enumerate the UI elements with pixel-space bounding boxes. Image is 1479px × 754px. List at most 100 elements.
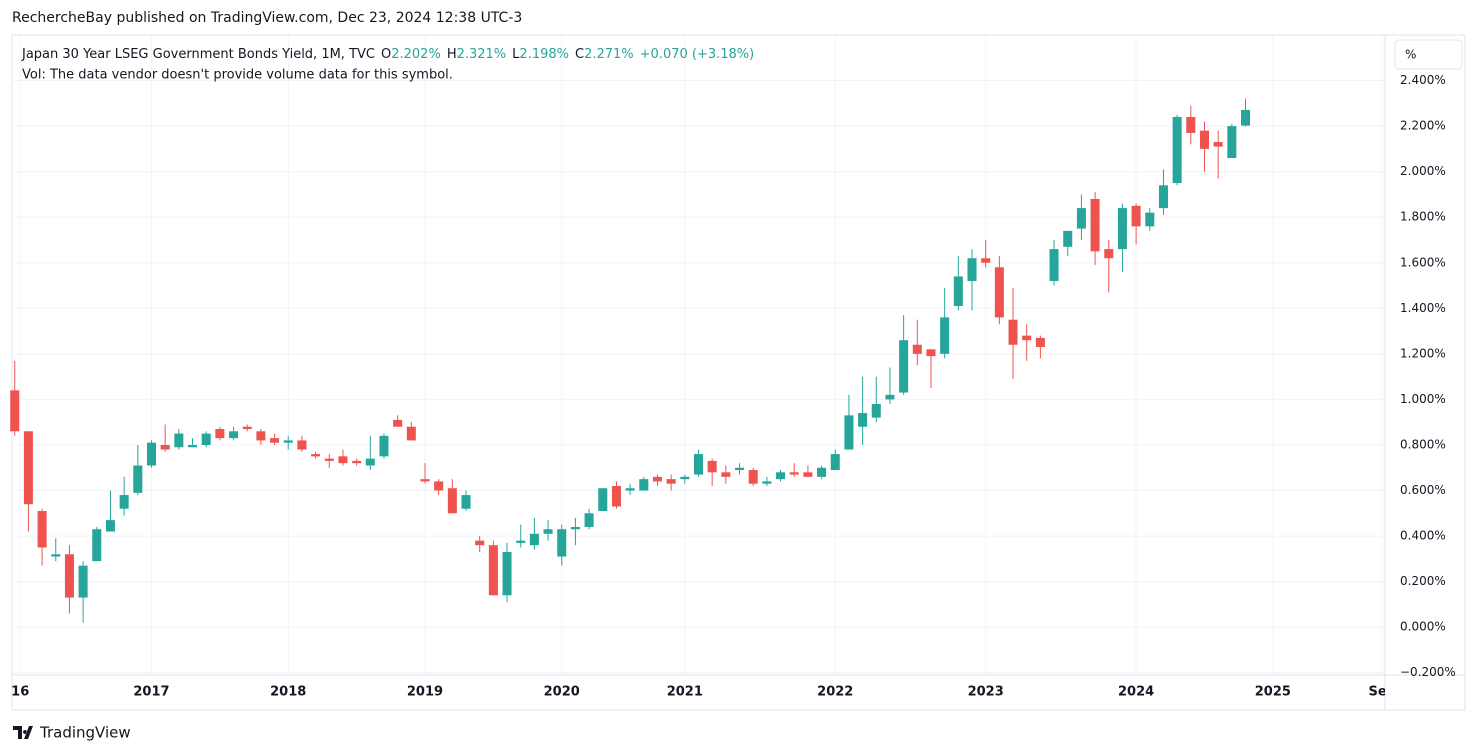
- legend: Japan 30 Year LSEG Government Bonds Yiel…: [21, 47, 754, 62]
- candle-body: [365, 458, 375, 466]
- candle-body: [379, 435, 389, 457]
- open-key: O: [381, 47, 391, 62]
- close-value: 2.271%: [584, 47, 634, 62]
- candle-body: [953, 276, 963, 307]
- x-tick-label: 2024: [1118, 685, 1154, 700]
- candle-body: [461, 495, 471, 509]
- candle-body: [352, 460, 362, 464]
- unit-label[interactable]: %: [1405, 48, 1416, 62]
- y-tick-label: 2.000%: [1400, 164, 1446, 178]
- y-tick-label: 0.400%: [1400, 529, 1446, 543]
- symbol-title: Japan 30 Year LSEG Government Bonds Yiel…: [21, 47, 375, 62]
- x-tick-label: 2021: [667, 685, 703, 700]
- candle-body: [735, 467, 745, 471]
- candle-body: [1186, 116, 1196, 133]
- candle-body: [338, 456, 348, 464]
- candle-body: [967, 258, 977, 281]
- candle-body: [1240, 109, 1251, 126]
- close-key: C: [575, 47, 584, 62]
- x-tick-label: 2018: [270, 685, 306, 700]
- publisher: RechercheBay published on TradingView.co…: [12, 10, 522, 26]
- candle-body: [420, 479, 430, 482]
- y-tick-label: 1.600%: [1400, 255, 1446, 269]
- candle-body: [1145, 212, 1155, 227]
- candle-body: [447, 488, 457, 514]
- candle-body: [570, 526, 580, 530]
- candle-body: [1049, 249, 1059, 281]
- candle-body: [23, 431, 33, 505]
- time-axis: 16 2017 2018 2019 2020 2021 2022 2023 2024 2025 Se…: [11, 685, 1385, 700]
- candle-body: [844, 415, 854, 450]
- candle-body: [912, 344, 922, 354]
- candle-body: [926, 349, 936, 357]
- candle-body: [748, 470, 758, 484]
- candle-body: [146, 442, 157, 466]
- candle-body: [488, 545, 498, 596]
- candle-body: [434, 481, 444, 491]
- candle-body: [1158, 185, 1168, 209]
- candles: [10, 98, 1251, 623]
- candle-body: [174, 433, 184, 448]
- candle-body: [830, 454, 840, 471]
- candle-body: [666, 479, 676, 484]
- candle-body: [215, 429, 225, 439]
- y-tick-label: 1.000%: [1400, 392, 1446, 406]
- candle-body: [1035, 337, 1045, 348]
- candle-body: [516, 540, 526, 543]
- candle-body: [133, 465, 143, 493]
- candle-body: [529, 533, 539, 546]
- candle-body: [611, 485, 621, 507]
- candle-body: [78, 565, 88, 598]
- candle-body: [105, 520, 115, 532]
- y-tick-label: 0.000%: [1400, 620, 1446, 634]
- high-value: 2.321%: [457, 47, 507, 62]
- candle-body: [201, 433, 211, 445]
- change-value: +0.070 (+3.18%): [640, 47, 755, 62]
- candle-body: [311, 454, 321, 457]
- candle-body: [885, 394, 895, 400]
- y-tick-label: −0.200%: [1400, 665, 1456, 679]
- candle-body: [37, 511, 47, 548]
- candle-body: [871, 403, 881, 418]
- candle-body: [776, 472, 786, 480]
- candle-body: [639, 479, 649, 491]
- candle-body: [297, 440, 307, 450]
- candle-body: [270, 438, 280, 443]
- candle-body: [229, 431, 239, 439]
- x-tick-label: 2022: [817, 685, 853, 700]
- y-tick-label: 1.200%: [1400, 346, 1446, 360]
- y-tick-label: 0.200%: [1400, 574, 1446, 588]
- candle-body: [1076, 208, 1086, 229]
- candle-body: [324, 458, 334, 461]
- candle-body: [543, 529, 553, 534]
- x-tick-label: 16: [11, 685, 29, 700]
- brand: TradingView: [13, 724, 131, 742]
- candle-body: [803, 472, 813, 477]
- price-axis: −0.200% 0.000% 0.200% 0.400% 0.600% 0.800% 1.0…: [1400, 73, 1456, 679]
- candle-body: [680, 476, 690, 480]
- x-tick-label: 2023: [968, 685, 1004, 700]
- x-tick-label: 2025: [1255, 685, 1291, 700]
- brand-logo: [13, 726, 33, 739]
- candle-body: [1213, 142, 1223, 147]
- unit-button[interactable]: [1394, 39, 1463, 70]
- candle-body: [1063, 230, 1073, 247]
- candle-body: [625, 488, 635, 491]
- candle-body: [1172, 116, 1182, 184]
- brand-name: TradingView: [39, 724, 131, 742]
- candle-body: [1199, 130, 1209, 149]
- candle-body: [92, 529, 102, 562]
- candle-body: [475, 540, 485, 546]
- candle-body: [188, 444, 198, 448]
- candle-body: [557, 529, 567, 557]
- candle-body: [789, 472, 799, 475]
- candle-body: [51, 554, 61, 557]
- y-tick-label: 1.400%: [1400, 301, 1446, 315]
- candle-body: [858, 413, 868, 427]
- candle-body: [1104, 249, 1114, 259]
- candle-body: [256, 431, 266, 441]
- candle-body: [994, 267, 1004, 318]
- candle-body: [584, 513, 594, 527]
- candle-body: [242, 426, 252, 430]
